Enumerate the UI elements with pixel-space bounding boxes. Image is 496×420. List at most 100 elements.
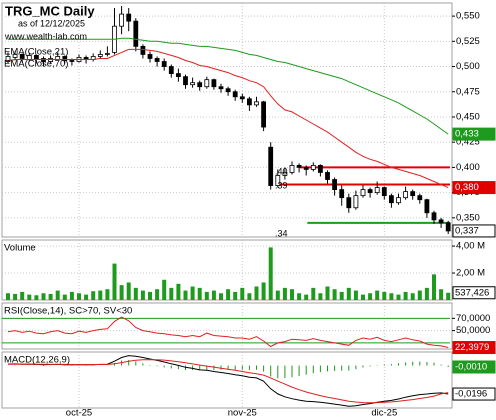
volume-bar bbox=[6, 293, 10, 300]
candle-body bbox=[62, 56, 68, 61]
histogram-bar bbox=[319, 365, 321, 373]
candle-body bbox=[133, 20, 139, 47]
panel-title: Volume bbox=[4, 243, 36, 254]
y-tick-label: 50,0000 bbox=[456, 325, 490, 336]
candle-body bbox=[12, 54, 18, 58]
candle-body bbox=[403, 191, 409, 199]
volume-bar bbox=[432, 274, 436, 300]
candle-body bbox=[424, 199, 430, 214]
volume-bar bbox=[282, 287, 287, 300]
volume-bar bbox=[297, 293, 302, 300]
histogram-bar bbox=[355, 365, 357, 370]
y-tick-label: 4,00 M bbox=[456, 241, 485, 252]
histogram-bar bbox=[433, 362, 435, 366]
volume-bar bbox=[176, 283, 181, 300]
series-line bbox=[8, 37, 449, 135]
histogram-bar bbox=[383, 364, 385, 366]
candle-body bbox=[410, 191, 416, 197]
annotation: .40 bbox=[275, 166, 288, 176]
volume-bar bbox=[105, 289, 110, 300]
candle-body bbox=[282, 172, 288, 176]
volume-bar bbox=[98, 290, 103, 300]
volume-bar bbox=[389, 293, 394, 300]
x-tick-label: oct-25 bbox=[66, 408, 92, 419]
candle-body bbox=[140, 45, 146, 55]
panel-frame bbox=[1, 302, 453, 350]
chart-subtitle: as of 12/12/2025 bbox=[18, 18, 85, 28]
histogram-bar bbox=[248, 365, 250, 371]
volume-bar bbox=[34, 295, 39, 300]
candle-body bbox=[126, 13, 132, 22]
volume-bar bbox=[268, 247, 273, 300]
legend-entry: EMA(Close,70) bbox=[4, 59, 68, 70]
candle-body bbox=[225, 88, 231, 93]
candle-body bbox=[239, 96, 245, 100]
candle-body bbox=[339, 189, 345, 199]
candle-body bbox=[261, 101, 267, 128]
volume-bar bbox=[410, 293, 415, 300]
y-tick-label: 0,450 bbox=[456, 111, 480, 122]
value-tag-label: -0,0196 bbox=[455, 389, 487, 400]
value-tag bbox=[452, 387, 496, 401]
candle-body bbox=[438, 219, 444, 224]
y-tick-label: 70,0000 bbox=[456, 313, 490, 324]
histogram-bar bbox=[341, 365, 343, 371]
volume-bar bbox=[84, 294, 89, 300]
candle-body bbox=[381, 187, 387, 197]
candle-body bbox=[346, 197, 352, 209]
candle-body bbox=[69, 60, 75, 62]
candle-body bbox=[211, 79, 217, 88]
volume-bar bbox=[368, 293, 373, 300]
volume-bar bbox=[69, 291, 74, 300]
candle-body bbox=[161, 61, 167, 67]
candle-body bbox=[317, 164, 323, 173]
value-tag-label: 22,3979 bbox=[455, 342, 489, 353]
y-tick-label: 0,525 bbox=[456, 36, 480, 47]
volume-bar bbox=[403, 291, 408, 300]
candle-body bbox=[246, 98, 252, 106]
histogram-bar bbox=[405, 362, 407, 366]
histogram-bar bbox=[412, 361, 414, 366]
histogram-bar bbox=[213, 365, 215, 370]
candle-body bbox=[360, 189, 366, 197]
histogram-bar bbox=[334, 365, 336, 372]
candle-body bbox=[275, 175, 281, 186]
volume-bar bbox=[27, 294, 32, 300]
volume-bar bbox=[155, 289, 160, 300]
value-tag-label: 537,426 bbox=[455, 287, 489, 298]
candle-body bbox=[254, 101, 259, 106]
volume-bar bbox=[261, 282, 266, 300]
y-tick-label: 0,350 bbox=[456, 212, 480, 223]
histogram-bar bbox=[312, 365, 314, 374]
value-tag bbox=[452, 341, 496, 355]
candle-body bbox=[310, 164, 316, 170]
histogram-bar bbox=[440, 364, 442, 366]
volume-bar bbox=[417, 290, 422, 300]
candle-body bbox=[268, 146, 274, 186]
volume-bar bbox=[254, 286, 259, 300]
histogram-bar bbox=[256, 365, 257, 370]
volume-bar bbox=[133, 287, 138, 300]
candle-body bbox=[417, 195, 423, 201]
volume-bar bbox=[304, 294, 309, 300]
y-tick-label: 0,400 bbox=[456, 162, 480, 173]
volume-bar bbox=[240, 287, 245, 300]
histogram-bar bbox=[156, 365, 158, 367]
candle-body bbox=[445, 222, 451, 232]
volume-bar bbox=[41, 293, 46, 300]
candle-body bbox=[19, 54, 25, 59]
value-tag bbox=[452, 360, 496, 374]
source: www.wealth-lab.com bbox=[4, 31, 87, 41]
volume-bar bbox=[204, 291, 209, 300]
histogram-bar bbox=[426, 362, 428, 366]
volume-bar bbox=[325, 286, 330, 300]
legend-entry: EMA(Close,21) bbox=[4, 47, 68, 58]
value-tag bbox=[452, 286, 496, 300]
histogram-bar bbox=[192, 365, 194, 371]
candle-body bbox=[147, 54, 153, 59]
volume-bar bbox=[55, 290, 60, 300]
volume-bar bbox=[446, 292, 451, 300]
candle-body bbox=[154, 58, 160, 62]
volume-bar bbox=[275, 290, 280, 300]
